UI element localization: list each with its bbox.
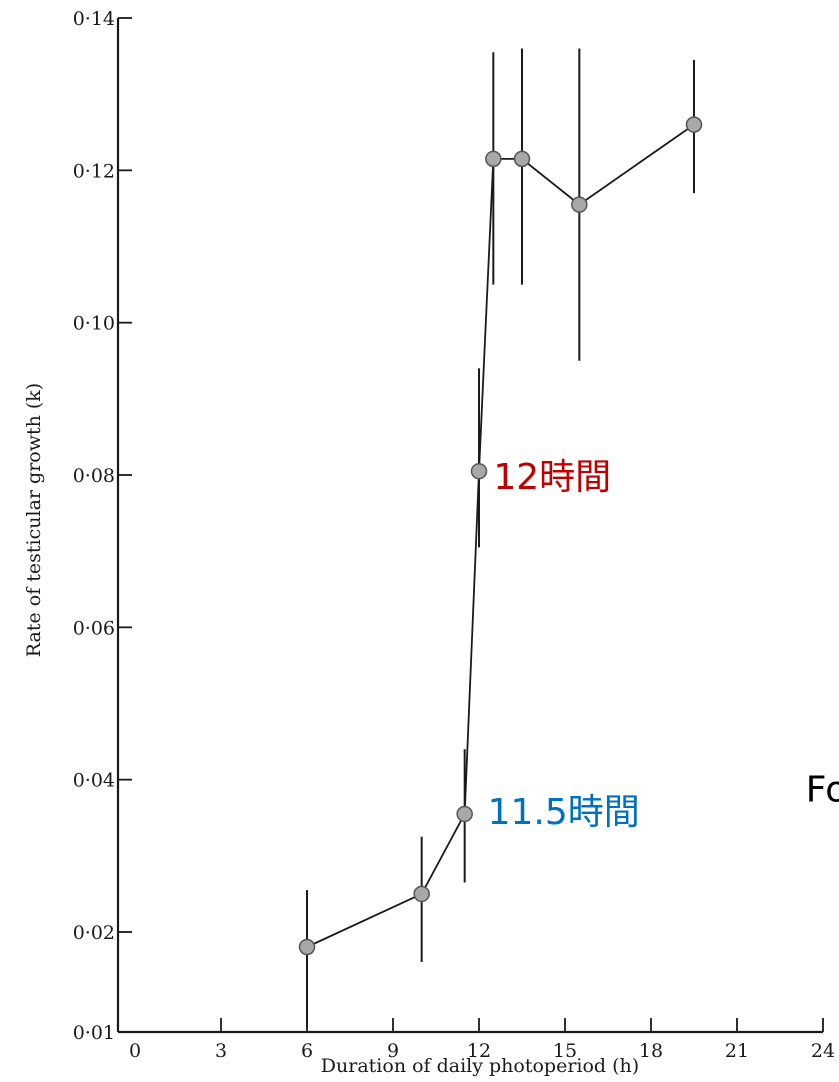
x-tick-label: 6 [301,1040,313,1062]
series-polyline [306,123,695,948]
annotation-label: Fol [806,769,839,810]
data-point [413,885,430,903]
x-tick-label: 3 [215,1040,227,1062]
y-ticks: 0·01 0·02 0·04 0·06 0·08 0·10 0·12 0·14 [73,8,132,1044]
y-tick-label: 0·04 [73,770,115,792]
data-point [485,150,502,168]
y-tick-label: 0·06 [73,617,115,639]
data-point [470,462,488,480]
data-point [456,805,473,823]
x-tick-label: 24 [811,1040,835,1062]
data-point [298,938,316,956]
x-tick-label: 0 [129,1040,141,1062]
x-tick-label: 12 [467,1040,491,1062]
data-point [513,150,531,168]
x-ticks: 0 3 6 9 12 15 18 21 24 [129,1018,835,1062]
y-axis-title: Rate of testicular growth (k) [23,383,45,657]
x-tick-label: 18 [639,1040,663,1062]
y-tick-label: 0·12 [73,160,115,182]
annotation-label: 11.5時間 [488,792,640,833]
annotations: 12時間 11.5時間 Fol [488,457,839,833]
axes [116,18,823,1034]
x-tick-label: 15 [553,1040,577,1062]
data-point [571,196,588,213]
y-tick-label: 0·01 [73,1022,115,1044]
y-tick-label: 0·08 [73,465,115,487]
x-tick-label: 9 [387,1040,399,1062]
series-line [306,123,695,948]
data-points [298,116,703,956]
y-tick-label: 0·10 [73,313,115,335]
x-tick-label: 21 [725,1040,749,1062]
annotation-label: 12時間 [493,457,611,498]
data-point [685,116,703,133]
y-tick-label: 0·14 [73,8,115,30]
x-axis-title: Duration of daily photoperiod (h) [321,1055,639,1077]
y-tick-label: 0·02 [73,922,115,944]
error-bars [306,48,695,1027]
